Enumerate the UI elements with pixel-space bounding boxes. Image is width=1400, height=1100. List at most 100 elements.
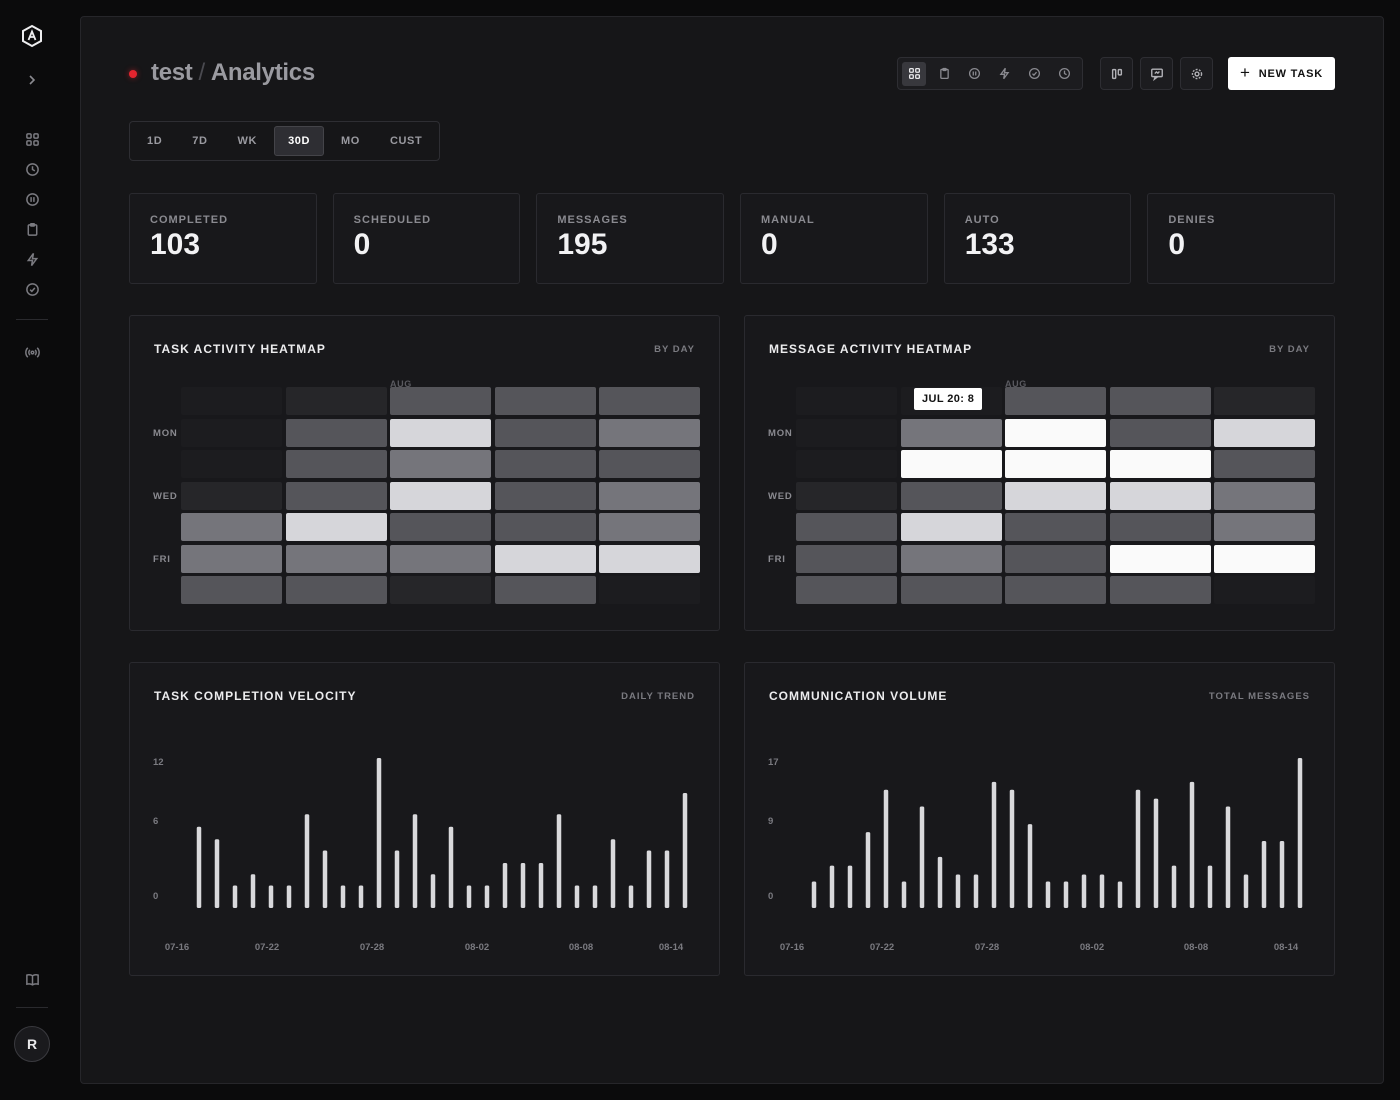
bar[interactable] <box>430 874 436 908</box>
heatmap-cell[interactable] <box>1109 544 1211 573</box>
clipboard-icon[interactable] <box>22 219 42 239</box>
bar[interactable] <box>556 814 562 908</box>
bar[interactable] <box>1027 824 1033 908</box>
heatmap-cell[interactable] <box>181 513 282 541</box>
bar[interactable] <box>1063 881 1069 908</box>
heatmap-cell[interactable] <box>599 513 700 541</box>
range-tab-wk[interactable]: WK <box>237 135 258 147</box>
bar[interactable] <box>937 856 943 908</box>
heatmap-cell[interactable] <box>1005 387 1106 415</box>
clock-icon[interactable] <box>22 159 42 179</box>
bar[interactable] <box>1009 789 1015 908</box>
heatmap-cell[interactable] <box>1109 513 1211 541</box>
heatmap-cell[interactable] <box>1109 418 1211 447</box>
bar[interactable] <box>973 874 979 908</box>
heatmap-cell[interactable] <box>285 544 387 573</box>
heatmap-cell[interactable] <box>390 513 491 541</box>
bar[interactable] <box>1297 758 1303 908</box>
bar[interactable] <box>1117 881 1123 908</box>
heatmap-cell[interactable] <box>1109 450 1211 478</box>
heatmap-cell[interactable] <box>390 576 491 604</box>
heatmap-cell[interactable] <box>181 418 282 447</box>
heatmap-cell[interactable] <box>796 513 897 541</box>
bar[interactable] <box>268 885 274 909</box>
bar[interactable] <box>214 839 220 908</box>
bar[interactable] <box>538 863 544 908</box>
breadcrumb-project[interactable]: test <box>151 59 193 86</box>
bar[interactable] <box>448 826 454 908</box>
heatmap-cell[interactable] <box>796 576 897 604</box>
clipboard-icon[interactable] <box>932 62 956 86</box>
app-logo[interactable] <box>20 24 44 48</box>
heatmap-cell[interactable] <box>181 387 282 415</box>
heatmap-cell[interactable] <box>1109 387 1211 415</box>
bar[interactable] <box>646 850 652 909</box>
bar[interactable] <box>1279 840 1285 908</box>
bar[interactable] <box>286 885 292 909</box>
settings-icon[interactable] <box>1180 57 1213 90</box>
bar[interactable] <box>592 885 598 909</box>
heatmap-cell[interactable] <box>285 418 387 447</box>
bar[interactable] <box>1135 789 1141 908</box>
heatmap-cell[interactable] <box>900 450 1002 478</box>
heatmap-cell[interactable] <box>599 576 700 604</box>
range-tab-7d[interactable]: 7D <box>192 135 208 147</box>
heatmap-cell[interactable] <box>494 387 596 415</box>
heatmap-cell[interactable] <box>390 418 491 447</box>
heatmap-cell[interactable] <box>1005 481 1106 510</box>
bar[interactable] <box>232 885 238 909</box>
bar[interactable] <box>847 865 853 908</box>
clock-icon[interactable] <box>1052 62 1076 86</box>
bar[interactable] <box>919 806 925 908</box>
bolt-icon[interactable] <box>992 62 1016 86</box>
bar[interactable] <box>1045 881 1051 908</box>
bar[interactable] <box>1261 840 1267 908</box>
bar[interactable] <box>610 839 616 908</box>
bar[interactable] <box>520 863 526 908</box>
bar[interactable] <box>1171 865 1177 908</box>
bar[interactable] <box>829 865 835 908</box>
bar[interactable] <box>412 814 418 908</box>
heatmap-cell[interactable] <box>1109 576 1211 604</box>
bar[interactable] <box>883 789 889 908</box>
heatmap-cell[interactable] <box>1214 513 1315 541</box>
heatmap-cell[interactable] <box>796 418 897 447</box>
heatmap-cell[interactable] <box>1005 418 1106 447</box>
heatmap-cell[interactable] <box>390 387 491 415</box>
heatmap-cell[interactable] <box>494 513 596 541</box>
heatmap-cell[interactable] <box>181 481 282 510</box>
broadcast-icon[interactable] <box>22 342 42 362</box>
chevron-right-icon[interactable] <box>24 70 40 90</box>
bar[interactable] <box>811 881 817 908</box>
heatmap-cell[interactable] <box>900 513 1002 541</box>
bar[interactable] <box>664 850 670 909</box>
heatmap-cell[interactable] <box>1214 481 1315 510</box>
heatmap-cell[interactable] <box>494 544 596 573</box>
bar[interactable] <box>304 814 310 908</box>
heatmap-cell[interactable] <box>1005 450 1106 478</box>
heatmap-cell[interactable] <box>181 544 282 573</box>
heatmap-cell[interactable] <box>494 450 596 478</box>
bar[interactable] <box>574 885 580 909</box>
avatar[interactable]: R <box>14 1026 50 1062</box>
bar[interactable] <box>340 885 346 909</box>
new-task-button[interactable]: + NEW TASK <box>1228 57 1335 90</box>
bar[interactable] <box>322 850 328 909</box>
heatmap-cell[interactable] <box>390 544 491 573</box>
heatmap-cell[interactable] <box>599 450 700 478</box>
bar[interactable] <box>358 885 364 909</box>
bar[interactable] <box>682 793 688 908</box>
bar[interactable] <box>484 885 490 909</box>
heatmap-cell[interactable] <box>599 544 700 573</box>
chat-icon[interactable] <box>1140 57 1173 90</box>
heatmap-cell[interactable] <box>599 387 700 415</box>
heatmap-cell[interactable] <box>1005 576 1106 604</box>
range-tab-30d[interactable]: 30D <box>274 126 325 156</box>
heatmap-cell[interactable] <box>900 544 1002 573</box>
heatmap-cell[interactable] <box>285 387 387 415</box>
pause-icon[interactable] <box>22 189 42 209</box>
bolt-icon[interactable] <box>22 249 42 269</box>
range-tab-1d[interactable]: 1D <box>147 135 163 147</box>
heatmap-cell[interactable] <box>900 418 1002 447</box>
bar[interactable] <box>901 881 907 908</box>
